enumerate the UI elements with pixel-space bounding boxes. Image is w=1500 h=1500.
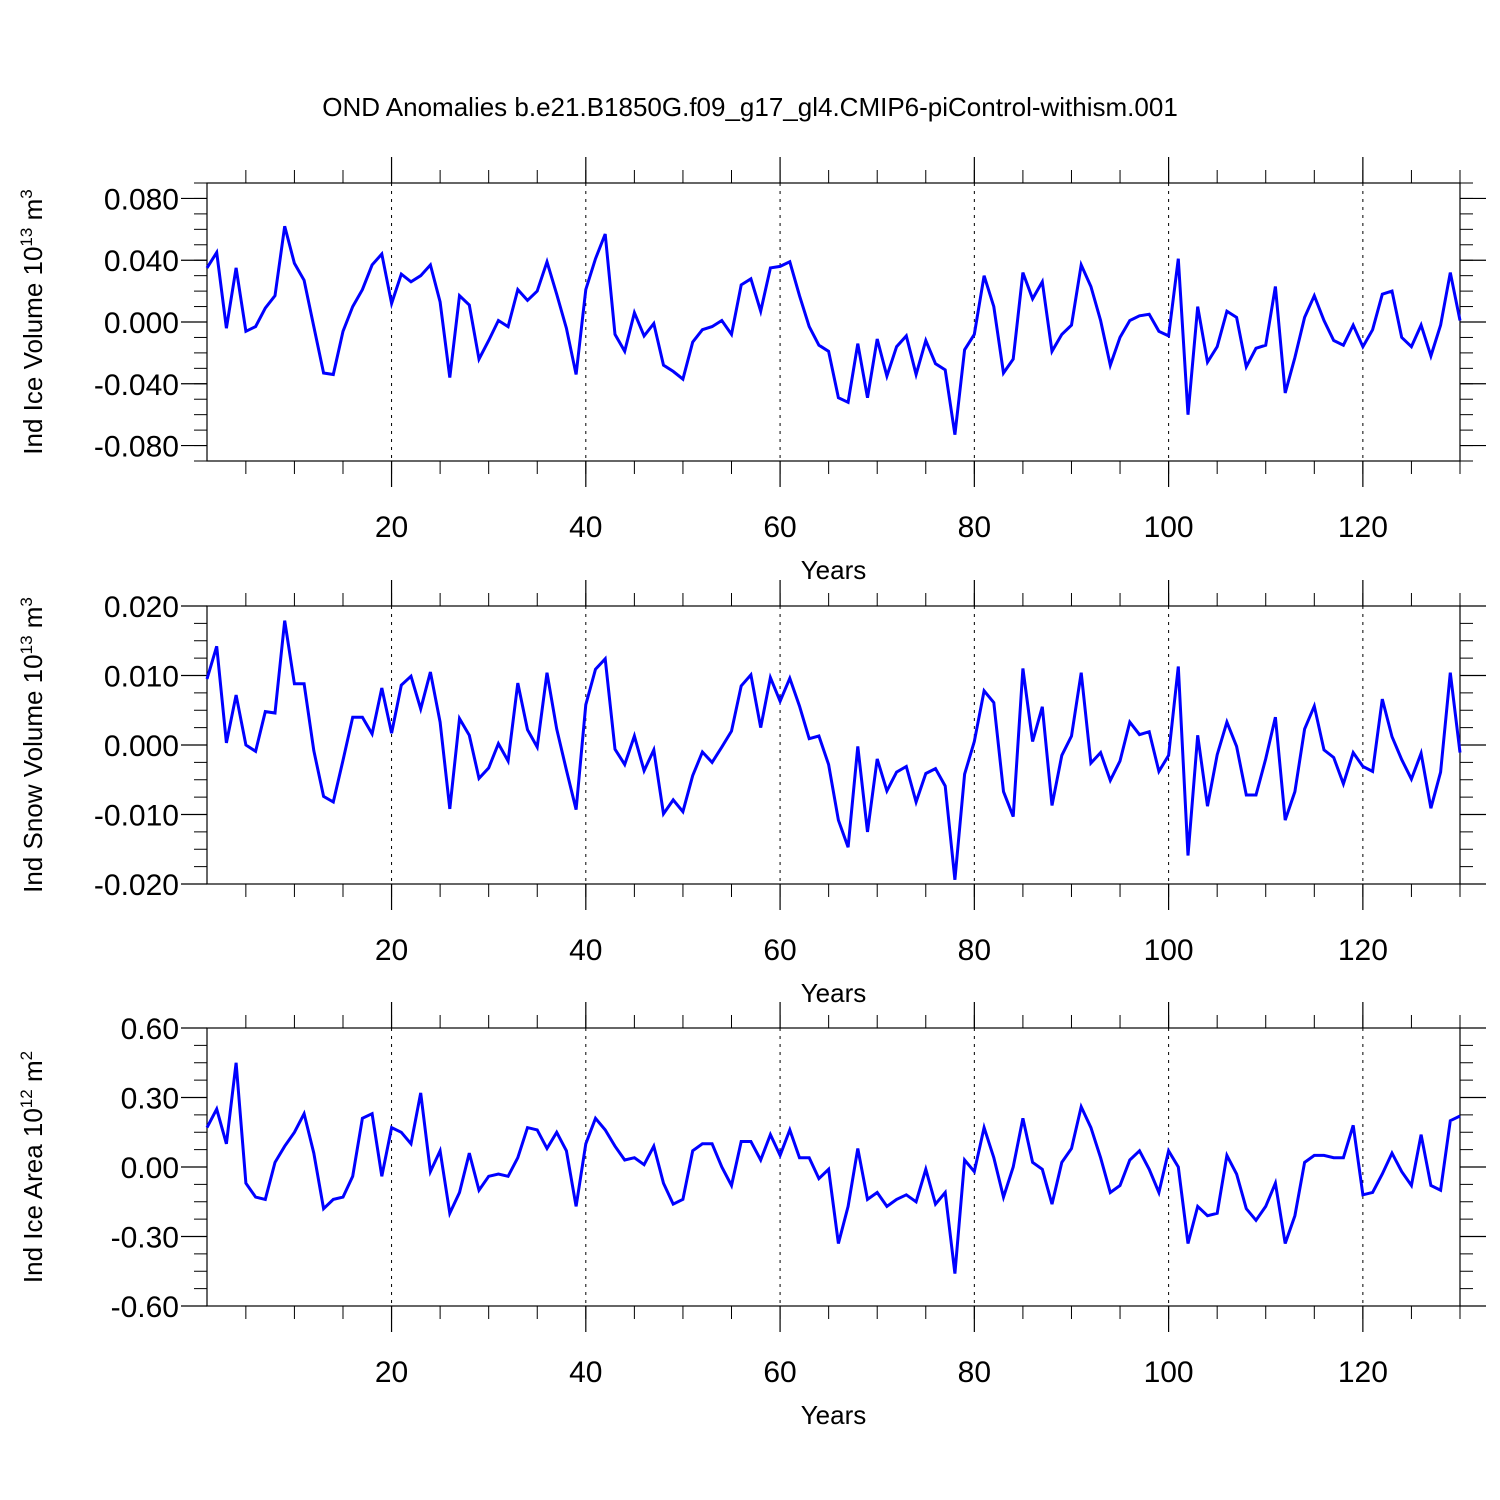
plot-frame bbox=[206, 1027, 1461, 1307]
x-tick-label: 120 bbox=[1338, 511, 1388, 544]
y-tick-label: -0.040 bbox=[94, 369, 179, 402]
series-line bbox=[205, 620, 1462, 880]
chart-panel-2: 0.020 0.010 0.000 -0.010 -0.020 20 40 60 80 100 12… bbox=[17, 580, 1486, 1008]
y-tick-label: 0.080 bbox=[104, 183, 179, 216]
figure-title: OND Anomalies b.e21.B1850G.f09_g17_gl4.C… bbox=[322, 92, 1178, 122]
y-tick-label: 0.010 bbox=[104, 661, 179, 694]
y-tick-label: -0.010 bbox=[94, 800, 179, 833]
series-line bbox=[205, 225, 1462, 435]
x-tick-label: 20 bbox=[375, 1356, 408, 1389]
y-axis-title-unit-exponent: 2 bbox=[17, 1051, 36, 1060]
plot-frame bbox=[206, 182, 1461, 462]
x-tick-label: 80 bbox=[958, 1356, 991, 1389]
series-line bbox=[205, 1062, 1461, 1274]
plot-frame bbox=[206, 605, 1461, 885]
y-axis-title: Ind Ice Volume 1013 m3 bbox=[17, 189, 48, 454]
x-axis-title: Years bbox=[801, 978, 867, 1008]
x-axis-title: Years bbox=[801, 555, 867, 585]
x-axis-title: Years bbox=[801, 1400, 867, 1430]
x-tick-label: 60 bbox=[763, 1356, 796, 1389]
y-axis-title-unit-exponent: 3 bbox=[17, 189, 36, 198]
y-tick-label: 0.000 bbox=[104, 307, 179, 340]
y-tick-label: 0.60 bbox=[121, 1013, 179, 1046]
x-tick-label: 80 bbox=[958, 511, 991, 544]
x-tick-label: 40 bbox=[569, 511, 602, 544]
x-tick-label: 120 bbox=[1338, 1356, 1388, 1389]
y-axis-title-main: Ind Snow Volume 10 bbox=[18, 654, 48, 893]
y-axis-title-exponent: 13 bbox=[17, 228, 36, 247]
y-axis-title: Ind Snow Volume 1013 m3 bbox=[17, 597, 48, 893]
y-tick-label: -0.30 bbox=[111, 1222, 179, 1255]
y-axis-title-main: Ind Ice Area 10 bbox=[18, 1108, 48, 1283]
x-tick-label: 60 bbox=[763, 511, 796, 544]
y-axis-title-exponent: 13 bbox=[17, 635, 36, 654]
x-tick-label: 100 bbox=[1144, 934, 1194, 967]
x-tick-label: 40 bbox=[569, 1356, 602, 1389]
y-axis-title-unit: m bbox=[18, 1060, 48, 1089]
y-tick-label: -0.080 bbox=[94, 431, 179, 464]
x-tick-label: 100 bbox=[1144, 1356, 1194, 1389]
x-tick-label: 20 bbox=[375, 934, 408, 967]
y-axis-title-unit: m bbox=[18, 607, 48, 636]
x-tick-label: 120 bbox=[1338, 934, 1388, 967]
y-tick-label: 0.30 bbox=[121, 1083, 179, 1116]
chart-panel-3: 0.60 0.30 0.00 -0.30 -0.60 20 40 60 80 100 120 Year… bbox=[17, 1002, 1486, 1430]
x-tick-label: 40 bbox=[569, 934, 602, 967]
y-tick-label: -0.60 bbox=[111, 1291, 179, 1324]
y-axis-title-unit-exponent: 3 bbox=[17, 597, 36, 606]
y-tick-label: 0.020 bbox=[104, 591, 179, 624]
y-axis-title: Ind Ice Area 1012 m2 bbox=[17, 1051, 48, 1283]
y-axis-title-unit: m bbox=[18, 199, 48, 228]
y-tick-label: 0.00 bbox=[121, 1152, 179, 1185]
x-tick-label: 100 bbox=[1144, 511, 1194, 544]
y-axis-title-exponent: 12 bbox=[17, 1089, 36, 1108]
y-tick-label: 0.040 bbox=[104, 245, 179, 278]
y-axis-title-main: Ind Ice Volume 10 bbox=[18, 247, 48, 455]
x-tick-label: 20 bbox=[375, 511, 408, 544]
y-tick-label: 0.000 bbox=[104, 730, 179, 763]
x-tick-label: 80 bbox=[958, 934, 991, 967]
x-tick-label: 60 bbox=[763, 934, 796, 967]
y-tick-label: -0.020 bbox=[94, 869, 179, 902]
chart-panel-1: 0.080 0.040 0.000 -0.040 -0.080 20 40 60 80 100 12… bbox=[17, 157, 1486, 585]
